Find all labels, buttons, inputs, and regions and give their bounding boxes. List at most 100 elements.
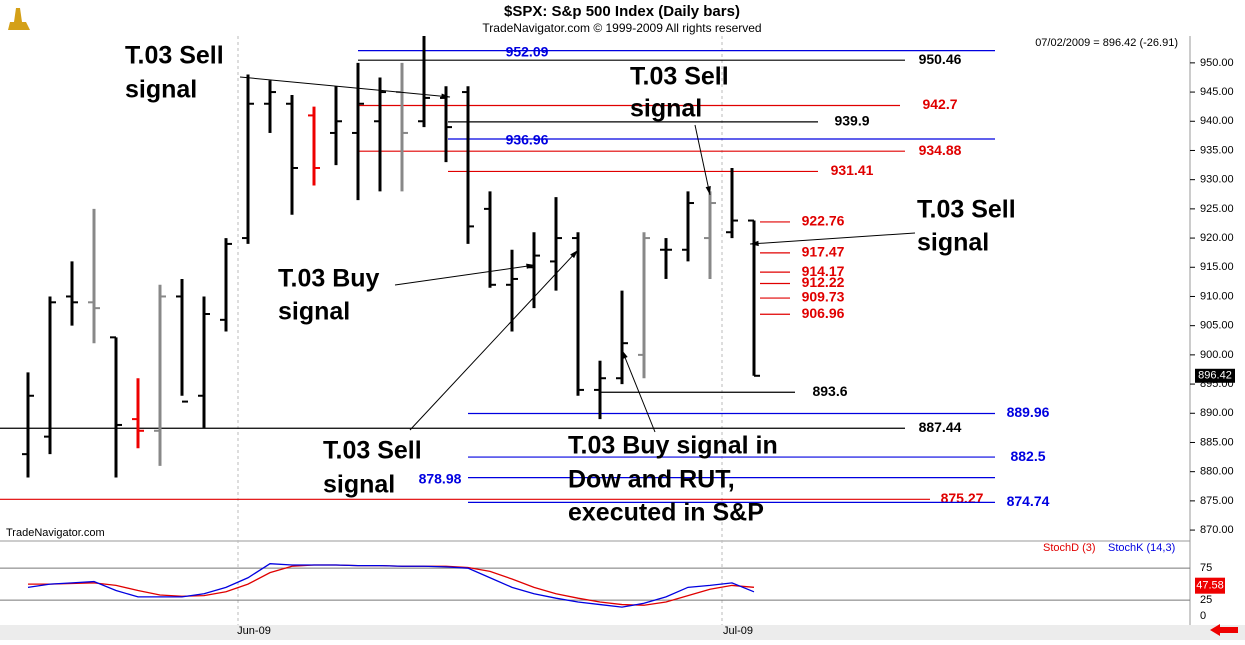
x-axis-strip bbox=[0, 625, 1245, 640]
level-label: 889.96 bbox=[1007, 404, 1050, 420]
annotation: Dow and RUT, bbox=[568, 466, 735, 494]
annotation-arrow bbox=[409, 249, 579, 431]
level-label: 934.88 bbox=[919, 142, 962, 158]
ohlc-bar bbox=[66, 261, 78, 326]
annotation: T.03 Buy bbox=[278, 265, 380, 293]
ohlc-bar bbox=[242, 74, 254, 244]
y-tick-label: 890.00 bbox=[1200, 407, 1234, 419]
last-value-label: 47.58 bbox=[1196, 580, 1224, 592]
y-tick-label: 900.00 bbox=[1200, 349, 1234, 361]
arrow-head bbox=[622, 350, 628, 359]
ohlc-bar bbox=[572, 232, 584, 396]
ohlc-bar bbox=[374, 77, 386, 192]
annotation: executed in S&P bbox=[568, 499, 764, 527]
y-tick-label: 950.00 bbox=[1200, 57, 1234, 69]
y-tick-label: 25 bbox=[1200, 594, 1212, 606]
level-label: 936.96 bbox=[506, 132, 549, 148]
ohlc-bar bbox=[132, 378, 144, 449]
annotation: T.03 Sell bbox=[917, 196, 1016, 224]
ohlc-bar bbox=[638, 232, 650, 379]
chart-title: $SPX: S&p 500 Index (Daily bars) bbox=[504, 3, 740, 20]
y-tick-label: 945.00 bbox=[1200, 86, 1234, 98]
level-label: 887.44 bbox=[919, 419, 962, 435]
arrow-head bbox=[526, 263, 535, 269]
x-tick-label: Jul-09 bbox=[723, 625, 753, 637]
level-label: 909.73 bbox=[802, 289, 845, 305]
legend-label: StochK (14,3) bbox=[1108, 542, 1175, 554]
level-label: 874.74 bbox=[1007, 493, 1050, 509]
y-tick-label: 940.00 bbox=[1200, 115, 1234, 127]
ohlc-bar bbox=[550, 197, 562, 291]
level-label: 893.6 bbox=[812, 383, 847, 399]
watermark: TradeNavigator.com bbox=[6, 527, 105, 539]
ohlc-bar bbox=[594, 360, 606, 420]
legend-label: StochD (3) bbox=[1043, 542, 1096, 554]
arrow-head bbox=[705, 186, 711, 195]
level-label: 878.98 bbox=[419, 470, 462, 486]
arrow-head bbox=[441, 93, 450, 99]
info: 07/02/2009 = 896.42 (-26.91) bbox=[1035, 37, 1178, 49]
x-tick-label: Jun-09 bbox=[237, 625, 271, 637]
ohlc-bar bbox=[352, 62, 364, 201]
annotation-arrow bbox=[239, 76, 451, 98]
y-tick-label: 905.00 bbox=[1200, 320, 1234, 332]
level-label: 942.7 bbox=[922, 96, 957, 112]
ohlc-bar bbox=[330, 86, 342, 166]
ohlc-bar bbox=[286, 94, 298, 215]
ohlc-bar bbox=[660, 238, 672, 279]
ohlc-bar bbox=[726, 167, 738, 239]
level-label: 906.96 bbox=[802, 305, 845, 321]
ohlc-bar bbox=[198, 296, 210, 428]
ohlc-bar bbox=[44, 296, 56, 455]
scroll-arrow[interactable] bbox=[1210, 624, 1238, 636]
ohlc-bar bbox=[22, 372, 34, 478]
y-tick-label: 930.00 bbox=[1200, 174, 1234, 186]
ohlc-bar bbox=[154, 284, 166, 466]
arrow-head bbox=[750, 240, 759, 247]
annotation-arrow bbox=[621, 349, 656, 433]
annotation: T.03 Buy signal in bbox=[568, 432, 778, 460]
ohlc-bar bbox=[264, 80, 276, 133]
subtitle: TradeNavigator.com © 1999-2009 All right… bbox=[482, 21, 761, 35]
level-label: 950.46 bbox=[919, 51, 962, 67]
y-tick-label: 75 bbox=[1200, 562, 1212, 574]
annotation: signal bbox=[323, 471, 395, 499]
level-label: 912.22 bbox=[802, 274, 845, 290]
y-tick-label: 920.00 bbox=[1200, 232, 1234, 244]
ohlc-bar bbox=[418, 36, 430, 128]
level-label: 914.17 bbox=[802, 263, 845, 279]
y-tick-label: 870.00 bbox=[1200, 524, 1234, 536]
y-tick-label: 915.00 bbox=[1200, 261, 1234, 273]
level-label: 875.27 bbox=[941, 490, 984, 506]
last-value-box bbox=[1195, 577, 1225, 594]
ohlc-bar bbox=[506, 249, 518, 332]
ohlc-bar bbox=[462, 86, 474, 244]
ohlc-bar bbox=[308, 106, 320, 186]
level-label: 939.9 bbox=[834, 113, 869, 129]
y-tick-label: 0 bbox=[1200, 610, 1206, 622]
y-tick-label: 880.00 bbox=[1200, 466, 1234, 478]
stoch-line bbox=[27, 563, 755, 608]
ohlc-bar bbox=[176, 278, 188, 403]
logo bbox=[8, 8, 30, 30]
ohlc-bar bbox=[704, 191, 716, 279]
y-tick-label: 925.00 bbox=[1200, 203, 1234, 215]
ohlc-bar bbox=[110, 336, 122, 478]
ohlc-bar bbox=[88, 208, 100, 344]
ohlc-bar bbox=[682, 191, 694, 262]
y-tick-label: 875.00 bbox=[1200, 495, 1234, 507]
annotation-arrow bbox=[749, 232, 916, 245]
y-tick-label: 935.00 bbox=[1200, 144, 1234, 156]
annotation: signal bbox=[630, 95, 702, 123]
ohlc-bar bbox=[220, 238, 232, 332]
y-tick-label: 910.00 bbox=[1200, 290, 1234, 302]
annotation: T.03 Sell bbox=[630, 63, 729, 91]
level-label: 931.41 bbox=[831, 162, 874, 178]
annotation: T.03 Sell bbox=[323, 437, 422, 465]
annotation: signal bbox=[278, 298, 350, 326]
level-label: 922.76 bbox=[802, 213, 845, 229]
annotation-arrow bbox=[394, 264, 536, 286]
ohlc-bar bbox=[616, 290, 628, 385]
